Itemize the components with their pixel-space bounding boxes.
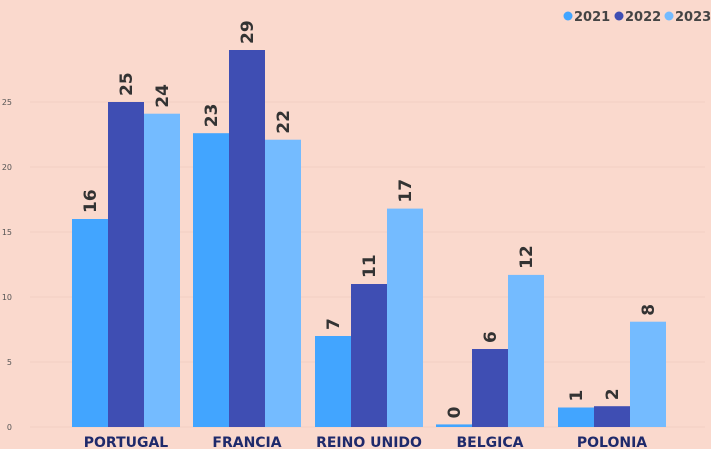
bar-2021-polonia	[558, 407, 594, 427]
y-tick-label: 10	[2, 293, 12, 302]
bar-2023-polonia	[630, 321, 666, 427]
data-label: 12	[517, 245, 537, 269]
legend-label: 2023	[675, 10, 711, 25]
data-label: 6	[481, 331, 501, 343]
legend-marker	[563, 11, 573, 21]
bar-2022-francia	[229, 50, 265, 427]
y-tick-label: 5	[7, 358, 12, 367]
y-tick-label: 25	[2, 98, 12, 107]
x-tick-label: FRANCIA	[212, 435, 281, 449]
data-label: 7	[324, 318, 344, 330]
data-label: 24	[153, 84, 173, 108]
data-label: 1	[567, 390, 587, 402]
bar-2022-reino-unido	[351, 284, 387, 427]
data-label: 11	[360, 254, 380, 278]
bar-2021-francia	[193, 133, 229, 427]
y-tick-label: 20	[2, 163, 12, 172]
y-tick-label: 15	[2, 228, 12, 237]
bar-2022-polonia	[594, 406, 630, 427]
data-label: 25	[117, 72, 137, 96]
legend-label: 2022	[625, 10, 661, 25]
data-label: 0	[445, 406, 465, 418]
x-tick-label: BELGICA	[457, 435, 524, 449]
bar-2023-francia	[265, 139, 301, 427]
bars	[72, 50, 666, 427]
legend-label: 2021	[574, 10, 610, 25]
bar-2021-portugal	[72, 219, 108, 427]
x-tick-label: REINO UNIDO	[316, 435, 422, 449]
legend: 2021 2022 2023	[563, 10, 711, 25]
x-tick-label: PORTUGAL	[84, 435, 169, 449]
data-label: 16	[81, 189, 101, 213]
bar-2022-portugal	[108, 102, 144, 427]
data-label: 2	[603, 388, 623, 400]
bar-2021-belgica	[436, 424, 472, 427]
bar-2021-reino-unido	[315, 336, 351, 427]
legend-marker	[664, 11, 674, 21]
x-tick-label: POLONIA	[577, 435, 647, 449]
bar-2023-reino-unido	[387, 208, 423, 427]
data-label: 8	[639, 304, 659, 316]
legend-marker	[614, 11, 624, 21]
bar-2023-belgica	[508, 274, 544, 427]
data-label: 23	[202, 104, 222, 128]
data-label: 22	[274, 110, 294, 134]
data-label: 29	[238, 20, 258, 44]
bar-2023-portugal	[144, 113, 180, 427]
y-tick-label: 0	[7, 423, 12, 432]
bar-2022-belgica	[472, 349, 508, 427]
data-label: 17	[396, 179, 416, 203]
